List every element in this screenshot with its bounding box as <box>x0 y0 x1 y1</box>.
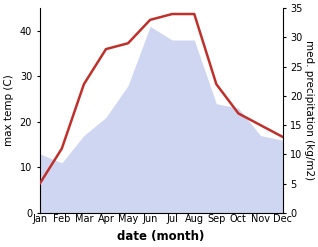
Y-axis label: max temp (C): max temp (C) <box>4 75 14 146</box>
X-axis label: date (month): date (month) <box>117 230 205 243</box>
Y-axis label: med. precipitation (kg/m2): med. precipitation (kg/m2) <box>304 41 314 181</box>
